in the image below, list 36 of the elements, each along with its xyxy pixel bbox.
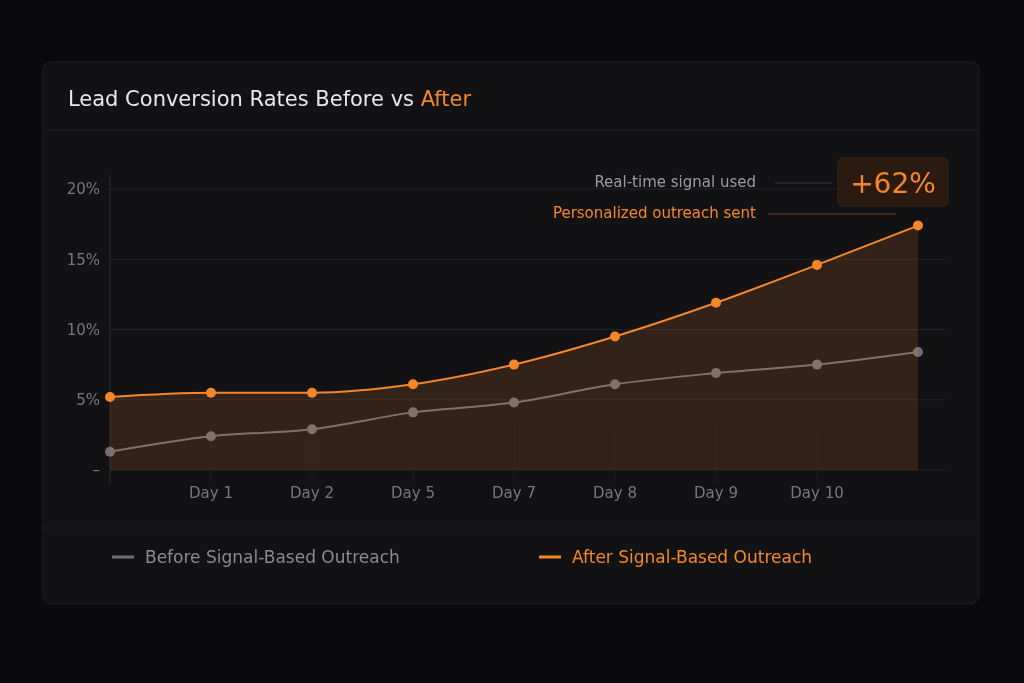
y-tick-label: 5% [76,390,100,409]
x-tick-label: Day 10 [790,484,844,502]
point [408,407,418,418]
point [105,446,115,457]
point [610,379,620,390]
y-tick-label: 20% [66,180,100,199]
point [913,220,923,231]
x-tick-label: Day 1 [189,484,233,502]
annotation: Real-time signal used [594,173,756,191]
x-tick-label: Day 9 [694,484,738,502]
legend-label: Before Signal-Based Outreach [145,547,400,567]
annotation: +62% [850,167,936,200]
x-tick-label: Day 5 [391,484,435,502]
point [509,397,519,408]
point [206,387,216,398]
point [610,331,620,342]
point [812,359,822,370]
point [307,387,317,398]
chart-title: Lead Conversion Rates Before vs After [68,87,472,111]
point [913,346,923,357]
point [307,424,317,435]
annotation: Personalized outreach sent [552,204,757,222]
point [206,431,216,442]
point [509,359,519,370]
point [711,368,721,379]
point [105,391,115,402]
y-tick-label: 10% [66,320,100,339]
legend-label: After Signal-Based Outreach [572,547,813,567]
point [711,297,721,308]
x-tick-label: Day 7 [492,484,536,502]
point [408,379,418,390]
point [812,259,822,270]
y-tick-label: – [92,461,100,480]
x-tick-label: Day 8 [593,484,637,502]
y-tick-label: 15% [66,250,100,269]
x-tick-label: Day 2 [290,484,334,502]
